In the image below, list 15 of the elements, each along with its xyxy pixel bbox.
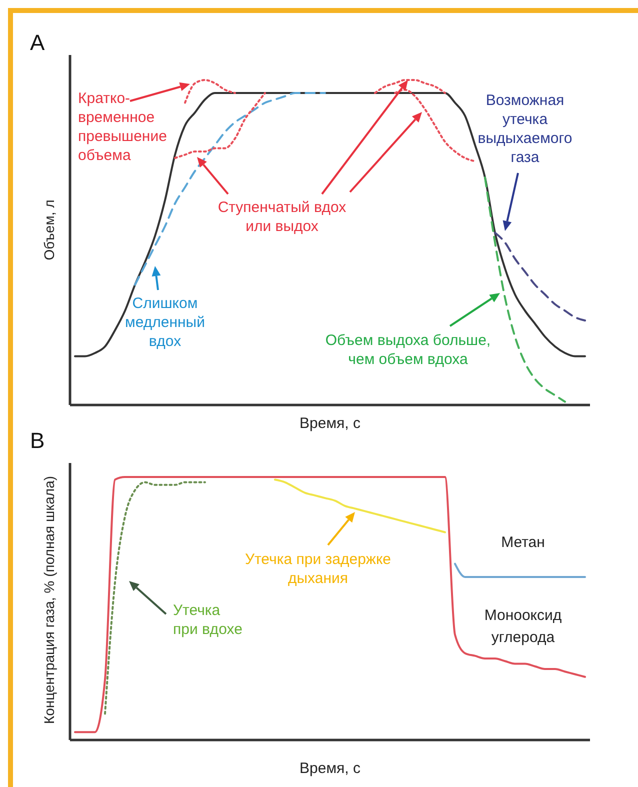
x-axis-title: Время, с — [300, 760, 361, 777]
series-label: Монооксид углерода — [484, 607, 562, 646]
chart-title: А — [30, 30, 45, 55]
series-label: Метан — [501, 534, 545, 551]
chart-title: B — [30, 428, 45, 453]
annotation: Возможная утечка выдыхаемого газа — [478, 92, 572, 166]
annotation: Утечка при вдохе — [173, 602, 242, 638]
y-axis-title: Объем, л — [41, 200, 57, 260]
annotation: Кратко- временное превышение объема — [78, 90, 167, 164]
annotation: Слишком медленный вдох — [125, 295, 205, 350]
annotation: Ступенчатый вдох или выдох — [218, 199, 347, 235]
y-axis-title: Концентрация газа, % (полная шкала) — [41, 476, 57, 724]
annotation: Объем выдоха больше, чем объем вдоха — [325, 332, 491, 368]
annotation: Утечка при задержке дыхания — [244, 551, 392, 587]
x-axis-title: Время, с — [300, 415, 361, 432]
